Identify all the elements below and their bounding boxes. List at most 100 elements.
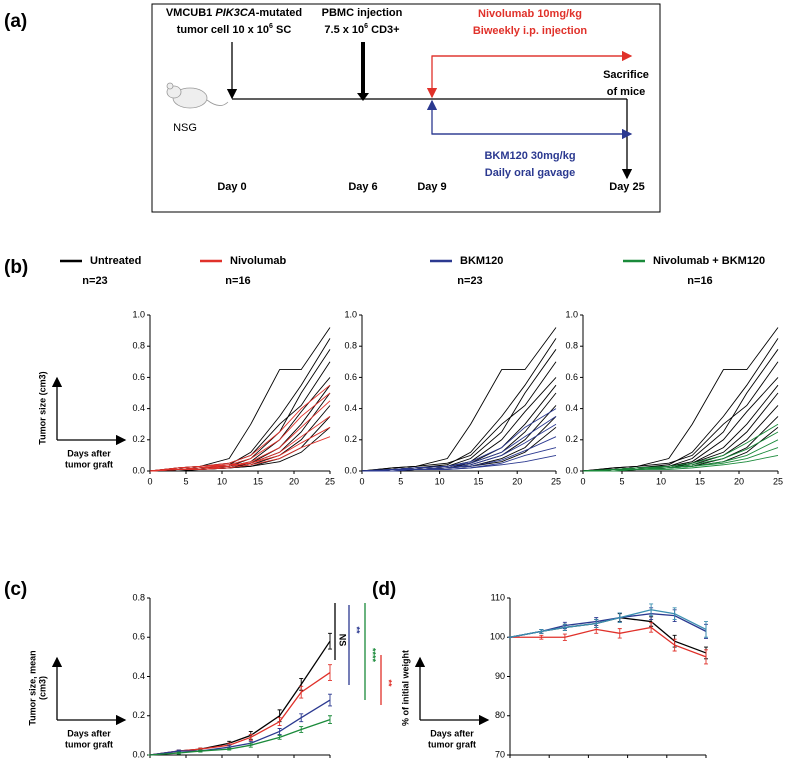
text: CD3+ — [368, 24, 400, 36]
line — [149, 327, 331, 472]
treatment-label: Biweekly i.p. injection — [473, 25, 588, 37]
cell-dose: tumor cell 10 x 106 SC — [177, 23, 292, 36]
significance-label: ** — [352, 626, 362, 634]
charts: 0.0 0.2 0.4 0.6 0.8 1.0 0 5 10 15 20 25 (b) Tumor siz… — [4, 255, 783, 759]
line — [583, 454, 779, 472]
x-axis-label: tumor graft — [428, 739, 476, 749]
line — [149, 719, 331, 756]
y-tick-label: 0.6 — [565, 372, 578, 382]
significance-label: **** — [368, 648, 378, 663]
x-axis-label: tumor graft — [65, 459, 113, 469]
y-axis-label: (cm3) — [37, 676, 47, 700]
panel-label: (b) — [4, 257, 28, 278]
line — [362, 454, 557, 472]
legend-label: BKM120 — [460, 255, 503, 267]
y-axis-label: Tumor size (cm3) — [37, 371, 47, 444]
error-bar — [672, 638, 677, 652]
text: 7.5 x 10 — [324, 24, 364, 36]
text: 6 — [269, 23, 273, 30]
error-bar — [539, 628, 544, 634]
x-tick-label: 10 — [217, 476, 227, 486]
y-tick-label: 0.4 — [565, 403, 578, 413]
text: tumor cell 10 x 10 — [177, 24, 269, 36]
treatment-label: Daily oral gavage — [485, 167, 576, 179]
line — [582, 377, 779, 472]
line — [582, 361, 779, 472]
error-bar — [299, 726, 304, 733]
line — [361, 377, 557, 472]
error-bar — [562, 623, 567, 632]
day-label: Day 6 — [348, 181, 377, 193]
text: -mutated — [256, 7, 302, 19]
error-bar — [328, 693, 332, 707]
x-tick-label: 5 — [183, 476, 188, 486]
y-tick-label: 100 — [490, 632, 505, 642]
line — [149, 361, 331, 472]
mouse-label: NSG — [173, 122, 197, 134]
error-bar — [198, 749, 203, 753]
panel-label: (c) — [4, 579, 27, 600]
x-tick-label: 0 — [147, 476, 152, 486]
pbmc-dose: 7.5 x 106 CD3+ — [324, 23, 399, 36]
error-bar — [328, 715, 332, 725]
y-tick-label: 1.0 — [565, 309, 578, 319]
error-bar — [539, 634, 544, 640]
day-label: Day 0 — [217, 181, 246, 193]
legend-count: n=23 — [82, 275, 107, 287]
y-tick-label: 70 — [495, 749, 505, 759]
significance-label: ** — [384, 679, 394, 687]
x-tick-label: 0 — [359, 476, 364, 486]
error-bar — [299, 685, 304, 699]
legend-label: Nivolumab + BKM120 — [653, 255, 765, 267]
error-bar — [277, 734, 282, 740]
x-tick-label: 15 — [473, 476, 483, 486]
error-bar — [328, 632, 332, 650]
error-bar — [594, 619, 599, 628]
pbmc: PBMC injection — [322, 7, 403, 19]
error-bar — [227, 747, 232, 751]
y-tick-label: 80 — [495, 710, 505, 720]
x-axis-label: tumor graft — [65, 739, 113, 749]
y-tick-label: 0.4 — [132, 671, 145, 681]
y-tick-label: 0.6 — [344, 372, 357, 382]
y-tick-label: 0.8 — [344, 341, 357, 351]
x-tick-label: 5 — [398, 476, 403, 486]
error-bar — [649, 603, 654, 617]
x-tick-label: 0 — [580, 476, 585, 486]
line — [149, 699, 331, 756]
error-bar — [704, 649, 708, 665]
x-tick-label: 10 — [656, 476, 666, 486]
x-tick-label: 15 — [695, 476, 705, 486]
legend-label: Nivolumab — [230, 255, 287, 267]
error-bar — [248, 742, 253, 748]
x-axis-label: Days after — [67, 448, 111, 458]
y-tick-label: 0.0 — [132, 749, 145, 759]
line — [149, 426, 331, 472]
text: PBMC injection — [322, 7, 403, 19]
y-tick-label: 0.4 — [344, 403, 357, 413]
text: 6 — [364, 23, 368, 30]
x-tick-label: 25 — [551, 476, 561, 486]
error-bar — [649, 622, 654, 633]
error-bar — [617, 612, 622, 623]
treatment-label: Nivolumab 10mg/kg — [478, 8, 582, 20]
x-tick-label: 20 — [289, 476, 299, 486]
y-tick-label: 0.0 — [132, 465, 145, 475]
line — [149, 436, 331, 472]
error-bar — [617, 628, 622, 639]
text: VMCUB1 — [166, 7, 216, 19]
sacrifice-label: Sacrifice — [603, 69, 649, 81]
line — [149, 377, 331, 472]
line — [510, 626, 707, 658]
x-axis-label: Days after — [430, 728, 474, 738]
panel-label: (a) — [4, 11, 27, 32]
timeline — [226, 42, 633, 180]
y-tick-label: 0.6 — [132, 372, 145, 382]
legend-count: n=23 — [457, 275, 482, 287]
panel-label: (d) — [372, 579, 396, 600]
y-tick-label: 0.6 — [132, 632, 145, 642]
y-tick-label: 0.2 — [132, 710, 145, 720]
y-tick-label: 0.8 — [132, 592, 145, 602]
error-bar — [562, 633, 567, 641]
